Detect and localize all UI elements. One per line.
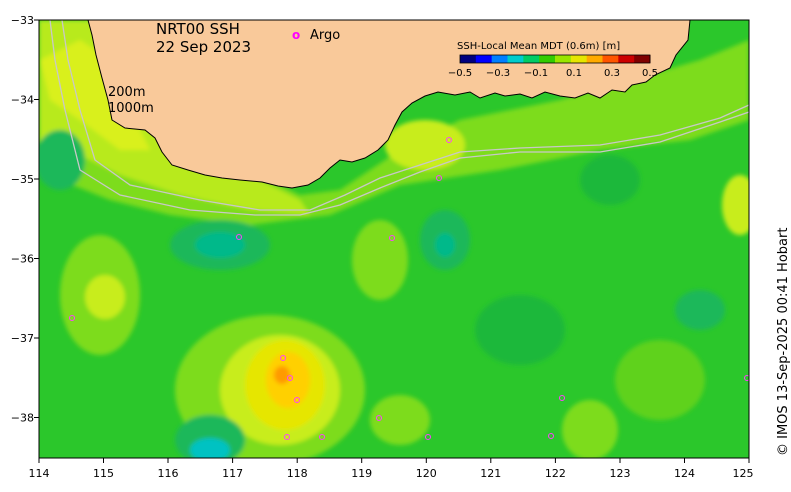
colorbar-swatch bbox=[618, 55, 635, 63]
x-axis bbox=[38, 458, 750, 463]
ssh-field bbox=[39, 20, 749, 458]
colorbar-swatch bbox=[460, 55, 477, 63]
y-tick-label: −35 bbox=[11, 173, 34, 186]
argo-floats bbox=[69, 137, 749, 440]
argo-symbol-icon: o bbox=[292, 28, 300, 42]
colorbar-swatch bbox=[602, 55, 619, 63]
map-title-product: NRT00 SSH bbox=[156, 20, 240, 38]
colorbar-swatch bbox=[523, 55, 540, 63]
x-tick-label: 119 bbox=[351, 467, 372, 480]
y-tick-label: −37 bbox=[11, 332, 34, 345]
colorbar-tick: 0.3 bbox=[604, 68, 620, 79]
credit-text: © IMOS 13-Sep-2025 00:41 Hobart bbox=[776, 227, 791, 456]
colorbar bbox=[459, 54, 651, 64]
map-title-date: 22 Sep 2023 bbox=[156, 38, 251, 56]
x-tick-label: 122 bbox=[545, 467, 566, 480]
x-tick-label: 123 bbox=[610, 467, 631, 480]
x-tick-label: 124 bbox=[674, 467, 695, 480]
y-tick-label: −33 bbox=[11, 14, 34, 27]
y-tick-label: −36 bbox=[11, 253, 34, 266]
argo-legend-label: Argo bbox=[310, 28, 340, 43]
plot-frame bbox=[38, 19, 750, 459]
colorbar-tick: −0.5 bbox=[448, 68, 472, 79]
colorbar-tick: −0.1 bbox=[524, 68, 548, 79]
colorbar-swatch bbox=[539, 55, 556, 63]
colorbar-swatch bbox=[507, 55, 524, 63]
x-tick-label: 125 bbox=[733, 467, 754, 480]
colorbar-swatch bbox=[555, 55, 572, 63]
colorbar-tick: 0.1 bbox=[566, 68, 582, 79]
x-tick-label: 120 bbox=[416, 467, 437, 480]
x-tick-label: 118 bbox=[287, 467, 308, 480]
colorbar-swatch bbox=[570, 55, 588, 63]
y-tick-label: −34 bbox=[11, 94, 34, 107]
isobath-label-1000: 1000m bbox=[108, 101, 154, 116]
x-tick-label: 114 bbox=[29, 467, 50, 480]
isobath-label-200: 200m bbox=[108, 85, 145, 100]
colorbar-swatch bbox=[475, 55, 493, 63]
colorbar-swatch bbox=[491, 55, 508, 63]
y-tick-label: −38 bbox=[11, 412, 34, 425]
x-tick-label: 121 bbox=[480, 467, 501, 480]
x-tick-label: 115 bbox=[93, 467, 114, 480]
colorbar-tick: −0.3 bbox=[486, 68, 510, 79]
x-tick-label: 117 bbox=[222, 467, 243, 480]
colorbar-tick: 0.5 bbox=[642, 68, 658, 79]
colorbar-swatch bbox=[634, 55, 651, 63]
colorbar-border bbox=[459, 54, 651, 64]
colorbar-swatch bbox=[586, 55, 603, 63]
y-axis bbox=[34, 19, 39, 418]
x-tick-label: 116 bbox=[158, 467, 179, 480]
isobath-lines bbox=[49, 20, 749, 216]
colorbar-title: SSH-Local Mean MDT (0.6m) [m] bbox=[457, 41, 620, 52]
